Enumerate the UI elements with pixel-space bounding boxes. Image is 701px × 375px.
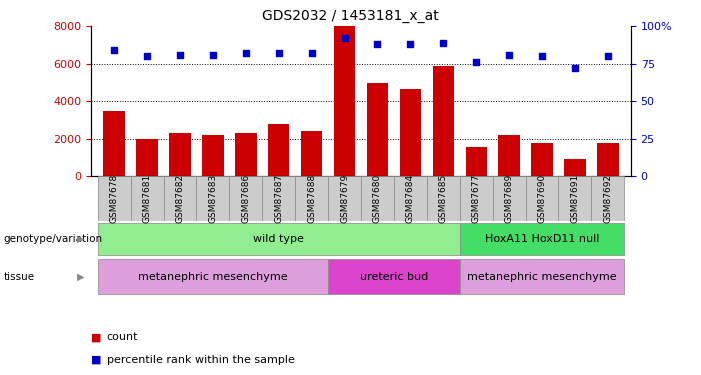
Bar <box>531 144 552 176</box>
FancyBboxPatch shape <box>328 259 460 294</box>
Bar <box>301 131 322 176</box>
Point <box>404 41 416 47</box>
FancyBboxPatch shape <box>97 176 130 221</box>
FancyBboxPatch shape <box>559 176 592 221</box>
Point <box>437 40 449 46</box>
Text: GSM87691: GSM87691 <box>571 174 580 223</box>
Text: GSM87690: GSM87690 <box>538 174 547 223</box>
Text: percentile rank within the sample: percentile rank within the sample <box>107 355 294 365</box>
Bar <box>235 133 257 176</box>
FancyBboxPatch shape <box>163 176 196 221</box>
Text: wild type: wild type <box>253 234 304 244</box>
Text: ▶: ▶ <box>77 234 84 244</box>
FancyBboxPatch shape <box>427 176 460 221</box>
Bar <box>137 139 158 176</box>
Bar <box>400 89 421 176</box>
Point <box>273 50 285 56</box>
Text: GSM87678: GSM87678 <box>109 174 118 223</box>
FancyBboxPatch shape <box>229 176 262 221</box>
FancyBboxPatch shape <box>295 176 328 221</box>
Text: GSM87689: GSM87689 <box>505 174 514 223</box>
Point <box>175 52 186 58</box>
Point <box>470 59 482 65</box>
Text: ▶: ▶ <box>77 272 84 282</box>
Text: GSM87683: GSM87683 <box>208 174 217 223</box>
FancyBboxPatch shape <box>592 176 625 221</box>
Text: GSM87684: GSM87684 <box>406 174 415 223</box>
FancyBboxPatch shape <box>196 176 229 221</box>
Text: ureteric bud: ureteric bud <box>360 272 428 282</box>
Text: tissue: tissue <box>4 272 34 282</box>
Point <box>207 52 219 58</box>
Text: GSM87687: GSM87687 <box>274 174 283 223</box>
Point <box>503 52 515 58</box>
Text: ■: ■ <box>91 355 102 365</box>
Text: GDS2032 / 1453181_x_at: GDS2032 / 1453181_x_at <box>262 9 439 23</box>
Bar <box>564 159 585 176</box>
FancyBboxPatch shape <box>130 176 163 221</box>
FancyBboxPatch shape <box>460 176 493 221</box>
Text: count: count <box>107 333 138 342</box>
Point <box>142 53 153 59</box>
Bar <box>104 111 125 176</box>
FancyBboxPatch shape <box>97 223 460 255</box>
Text: metanephric mesenchyme: metanephric mesenchyme <box>468 272 617 282</box>
FancyBboxPatch shape <box>493 176 526 221</box>
Text: GSM87677: GSM87677 <box>472 174 481 223</box>
Text: GSM87688: GSM87688 <box>307 174 316 223</box>
Text: GSM87681: GSM87681 <box>142 174 151 223</box>
Point <box>240 50 252 56</box>
Point <box>109 47 120 53</box>
Point <box>536 53 547 59</box>
Point <box>306 50 318 56</box>
Bar <box>334 26 355 176</box>
Bar <box>465 147 487 176</box>
FancyBboxPatch shape <box>460 223 625 255</box>
FancyBboxPatch shape <box>394 176 427 221</box>
Text: ■: ■ <box>91 333 102 342</box>
Point <box>372 41 383 47</box>
Text: GSM87692: GSM87692 <box>604 174 613 223</box>
Point <box>569 65 580 71</box>
Text: GSM87685: GSM87685 <box>439 174 448 223</box>
Text: GSM87679: GSM87679 <box>340 174 349 223</box>
Bar <box>170 133 191 176</box>
Text: GSM87682: GSM87682 <box>175 174 184 223</box>
Text: genotype/variation: genotype/variation <box>4 234 102 244</box>
FancyBboxPatch shape <box>328 176 361 221</box>
Text: HoxA11 HoxD11 null: HoxA11 HoxD11 null <box>485 234 599 244</box>
Bar <box>202 135 224 176</box>
FancyBboxPatch shape <box>97 259 328 294</box>
FancyBboxPatch shape <box>460 259 625 294</box>
Bar <box>433 66 454 176</box>
Bar <box>498 135 520 176</box>
Text: GSM87686: GSM87686 <box>241 174 250 223</box>
Point <box>602 53 613 59</box>
Bar <box>268 124 290 176</box>
FancyBboxPatch shape <box>361 176 394 221</box>
Bar <box>597 144 618 176</box>
Text: metanephric mesenchyme: metanephric mesenchyme <box>138 272 287 282</box>
Point <box>339 35 350 41</box>
Bar <box>367 82 388 176</box>
FancyBboxPatch shape <box>262 176 295 221</box>
Text: GSM87680: GSM87680 <box>373 174 382 223</box>
FancyBboxPatch shape <box>526 176 559 221</box>
